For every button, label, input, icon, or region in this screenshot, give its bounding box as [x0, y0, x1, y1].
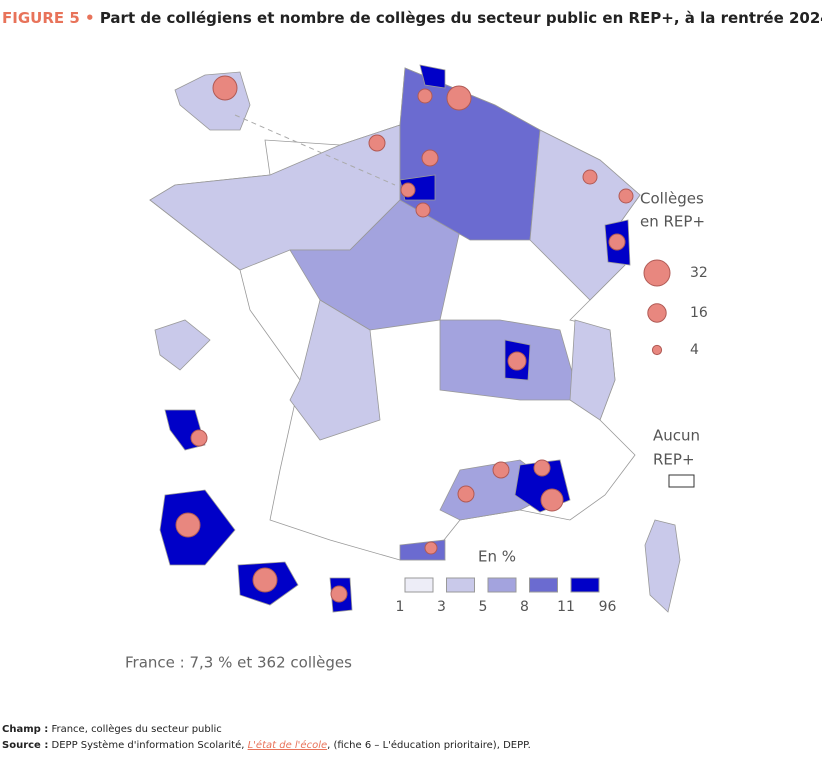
circle: [175, 512, 201, 538]
color-swatch: [487, 577, 517, 593]
size-legend-circle: [643, 259, 671, 287]
circle: [457, 485, 475, 503]
inset-link: [234, 114, 396, 186]
color-break-label: 11: [557, 599, 575, 615]
color-break-label: 96: [599, 599, 617, 615]
region: [419, 64, 446, 89]
figure-label: FIGURE 5: [2, 9, 80, 27]
circle: [608, 233, 626, 251]
circle: [540, 488, 564, 512]
color-break-label: 8: [520, 599, 529, 615]
color-break-label: 1: [396, 599, 405, 615]
source: Source : DEPP Système d'information Scol…: [2, 739, 531, 751]
color-swatch: [446, 577, 475, 593]
circle: [368, 134, 386, 152]
circle: [582, 169, 598, 185]
champ: Champ : France, collèges du secteur publ…: [2, 723, 222, 735]
none-legend-label: REP+: [653, 451, 695, 469]
circle: [507, 351, 527, 371]
circle: [252, 567, 278, 593]
source-text: DEPP Système d'information Scolarité,: [52, 739, 245, 751]
corse: [644, 519, 681, 613]
map: [149, 64, 681, 613]
color-swatch: [529, 577, 558, 593]
summary: France : 7,3 % et 362 collèges: [125, 654, 352, 672]
circle: [400, 182, 416, 198]
circle: [421, 149, 439, 167]
size-legend-label: 16: [690, 305, 708, 321]
size-legend-circle: [647, 303, 667, 323]
map-circles: [175, 75, 634, 603]
size-legend-circle: [651, 344, 663, 356]
color-break-label: 5: [479, 599, 488, 615]
circle: [618, 188, 634, 204]
color-legend-title: En %: [478, 548, 516, 566]
circle: [330, 585, 348, 603]
size-legend-label: 32: [690, 265, 708, 281]
title: Part de collégiens et nombre de collèges…: [100, 9, 822, 27]
circle: [492, 461, 510, 479]
guadeloupe: [154, 319, 211, 371]
idf-inset: [174, 71, 251, 131]
color-swatch: [404, 577, 434, 593]
color-swatch: [570, 577, 600, 593]
source-link[interactable]: L'état de l'école: [248, 739, 328, 751]
circle: [533, 459, 551, 477]
circle: [446, 85, 472, 111]
size-legend-label: 4: [690, 342, 699, 358]
color-break-label: 3: [437, 599, 446, 615]
circle: [415, 202, 431, 218]
source-text: , (fiche 6 – L'éducation prioritaire), D…: [327, 739, 531, 751]
none-swatch: [668, 474, 695, 488]
circle: [417, 88, 433, 104]
size-legend-title: Collèges: [640, 190, 704, 208]
color-legend: 1 3 5 8 11 96: [396, 577, 617, 615]
size-legend: 32 16 4: [643, 259, 708, 358]
region: [289, 299, 381, 441]
champ-text: France, collèges du secteur public: [51, 723, 221, 735]
circle: [212, 75, 238, 101]
circle: [424, 541, 438, 555]
champ-label: Champ :: [2, 724, 48, 735]
figure-header: FIGURE 5 • Part de collégiens et nombre …: [2, 9, 822, 27]
none-legend-label: Aucun: [653, 427, 700, 445]
source-label: Source :: [2, 740, 48, 751]
size-legend-title: en REP+: [640, 213, 705, 231]
circle: [190, 429, 208, 447]
region: [569, 319, 616, 421]
bullet: •: [85, 9, 95, 27]
